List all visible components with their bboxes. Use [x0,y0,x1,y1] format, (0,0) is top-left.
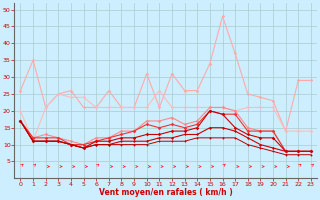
X-axis label: Vent moyen/en rafales ( km/h ): Vent moyen/en rafales ( km/h ) [99,188,233,197]
